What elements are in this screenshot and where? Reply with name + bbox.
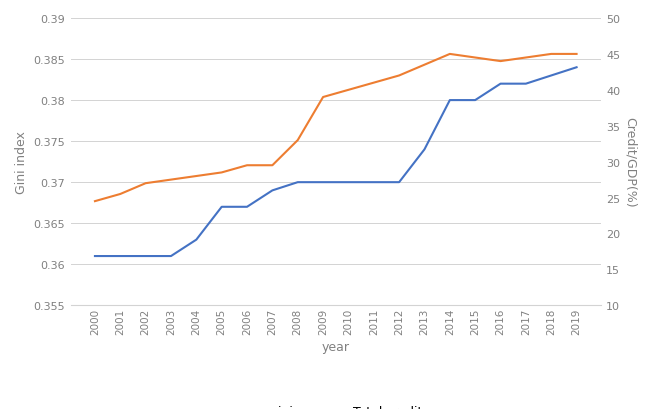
- gini: [167, 254, 175, 259]
- gini: [370, 180, 378, 185]
- Total credit: [192, 174, 200, 179]
- Total credit: [91, 199, 99, 204]
- gini: [294, 180, 302, 185]
- Total credit: [421, 63, 428, 68]
- Total credit: [446, 52, 454, 57]
- gini: [421, 148, 428, 153]
- Line: gini: gini: [95, 68, 576, 256]
- Total credit: [269, 163, 276, 168]
- gini: [547, 74, 555, 79]
- X-axis label: year: year: [321, 340, 349, 353]
- Total credit: [547, 52, 555, 57]
- gini: [344, 180, 352, 185]
- Y-axis label: Gini index: Gini index: [15, 131, 28, 193]
- gini: [395, 180, 403, 185]
- Total credit: [497, 59, 505, 64]
- Total credit: [572, 52, 580, 57]
- Y-axis label: Credit/GDP(%): Credit/GDP(%): [624, 117, 637, 207]
- Total credit: [344, 88, 352, 93]
- Total credit: [167, 178, 175, 182]
- Total credit: [522, 56, 530, 61]
- Total credit: [395, 74, 403, 79]
- gini: [192, 238, 200, 243]
- gini: [116, 254, 124, 259]
- Total credit: [370, 81, 378, 86]
- Total credit: [141, 181, 149, 186]
- gini: [243, 205, 251, 210]
- gini: [471, 99, 479, 103]
- Line: Total credit: Total credit: [95, 55, 576, 202]
- Legend: gini, Total credit: gini, Total credit: [224, 400, 428, 409]
- gini: [446, 99, 454, 103]
- Total credit: [319, 95, 327, 100]
- gini: [319, 180, 327, 185]
- gini: [141, 254, 149, 259]
- Total credit: [116, 192, 124, 197]
- gini: [497, 82, 505, 87]
- gini: [91, 254, 99, 259]
- gini: [572, 65, 580, 70]
- gini: [218, 205, 226, 210]
- Total credit: [294, 138, 302, 143]
- gini: [522, 82, 530, 87]
- gini: [269, 189, 276, 193]
- Total credit: [218, 171, 226, 175]
- Total credit: [243, 163, 251, 168]
- Total credit: [471, 56, 479, 61]
